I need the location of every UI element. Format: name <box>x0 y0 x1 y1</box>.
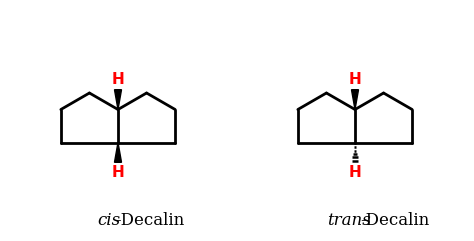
Text: trans: trans <box>327 212 371 229</box>
Polygon shape <box>115 90 121 109</box>
Text: cis: cis <box>97 212 120 229</box>
Text: -Decalin: -Decalin <box>360 212 429 229</box>
Text: H: H <box>111 165 124 180</box>
Polygon shape <box>352 90 358 109</box>
Text: -Decalin: -Decalin <box>115 212 184 229</box>
Text: H: H <box>348 165 361 180</box>
Text: H: H <box>111 72 124 87</box>
Polygon shape <box>115 142 121 162</box>
Text: H: H <box>348 72 361 87</box>
